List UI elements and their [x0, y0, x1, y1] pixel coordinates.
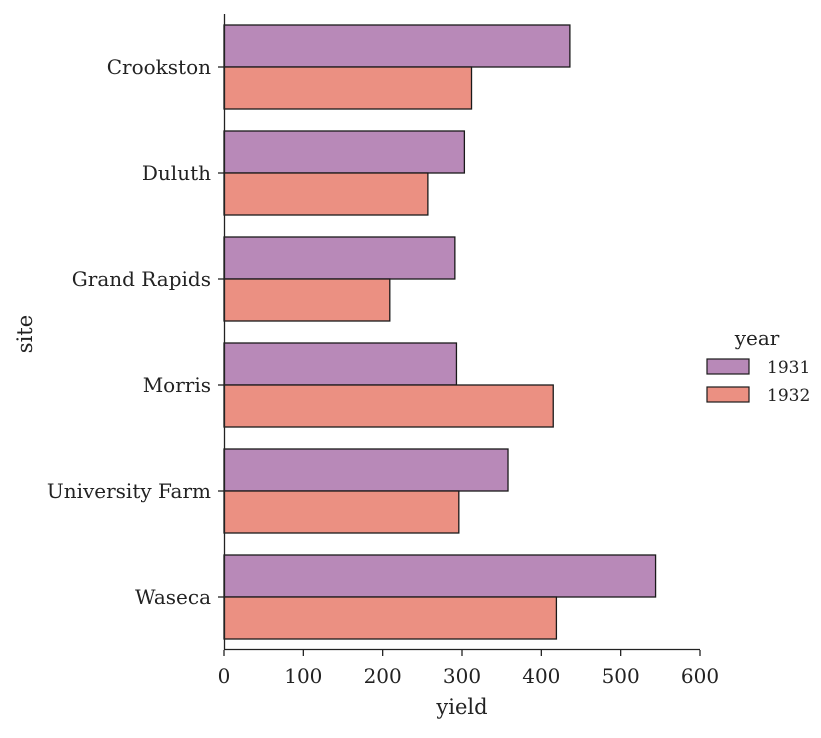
x-tick-label: 200 [364, 664, 402, 688]
bar-1931-waseca [223, 554, 657, 598]
y-tick-label: University Farm [47, 479, 211, 503]
legend-swatch-1932 [706, 386, 750, 403]
legend-title: year [734, 326, 780, 350]
bar-1931-grand-rapids [223, 236, 456, 280]
x-tick-label: 300 [443, 664, 481, 688]
bar-1932-grand-rapids [223, 278, 391, 322]
bar-1932-crookston [223, 66, 473, 110]
bar-1931-duluth [223, 130, 466, 174]
x-axis-label: yield [435, 695, 487, 719]
bar-1931-university-farm [223, 448, 509, 492]
x-tick-label: 0 [218, 664, 231, 688]
y-tick-label: Waseca [135, 585, 211, 609]
y-tick-label: Grand Rapids [72, 267, 211, 291]
bar-1932-waseca [223, 596, 558, 640]
y-tick-label: Crookston [107, 55, 211, 79]
y-axis-label: site [13, 315, 37, 353]
x-tick-label: 400 [522, 664, 560, 688]
y-tick-label: Morris [143, 373, 211, 397]
bar-1932-duluth [223, 172, 429, 216]
legend-swatch-1931 [706, 358, 750, 375]
bar-1932-morris [223, 384, 554, 428]
bar-1932-university-farm [223, 490, 460, 534]
x-tick-label: 600 [681, 664, 719, 688]
x-tick-label: 500 [602, 664, 640, 688]
bar-1931-crookston [223, 24, 571, 68]
bars-layer [223, 24, 657, 640]
ticks-layer: Crookston Duluth Grand Rapids Morris Univers… [47, 55, 719, 688]
y-tick-label: Duluth [142, 161, 211, 185]
legend-label: 1931 [767, 358, 810, 378]
axes-layer [223, 14, 700, 651]
x-tick-label: 100 [284, 664, 322, 688]
legend-label: 1932 [767, 386, 810, 406]
bar-1931-morris [223, 342, 458, 386]
legend: year 1931 1932 [706, 326, 810, 406]
